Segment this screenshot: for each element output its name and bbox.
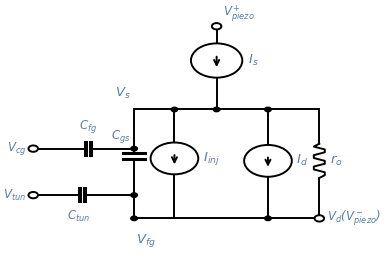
Text: r$_o$: r$_o$ (330, 154, 343, 168)
Circle shape (244, 145, 292, 177)
Circle shape (131, 193, 137, 197)
Text: C$_{fg}$: C$_{fg}$ (79, 118, 97, 135)
Circle shape (29, 145, 38, 152)
Text: V$_{fg}$: V$_{fg}$ (136, 232, 156, 249)
Text: V$^+_{piezo}$: V$^+_{piezo}$ (223, 3, 255, 24)
Circle shape (212, 23, 221, 30)
Text: I$_{inj}$: I$_{inj}$ (203, 150, 220, 167)
Text: C$_{gs}$: C$_{gs}$ (111, 128, 131, 145)
Text: V$_{cg}$: V$_{cg}$ (7, 140, 27, 157)
Text: C$_{tun}$: C$_{tun}$ (67, 209, 91, 224)
Circle shape (213, 107, 220, 112)
Circle shape (151, 142, 198, 174)
Circle shape (265, 107, 271, 112)
Circle shape (131, 146, 137, 151)
Circle shape (191, 43, 242, 78)
Text: I$_d$: I$_d$ (296, 153, 308, 168)
Circle shape (314, 215, 324, 222)
Circle shape (265, 216, 271, 221)
Circle shape (171, 107, 178, 112)
Text: I$_s$: I$_s$ (248, 53, 258, 68)
Circle shape (131, 216, 137, 221)
Circle shape (29, 192, 38, 198)
Text: V$_d$(V$^-_{piezo}$): V$_d$(V$^-_{piezo}$) (327, 209, 382, 228)
Text: V$_s$: V$_s$ (115, 86, 131, 101)
Circle shape (316, 216, 323, 221)
Text: V$_{tun}$: V$_{tun}$ (4, 188, 27, 203)
